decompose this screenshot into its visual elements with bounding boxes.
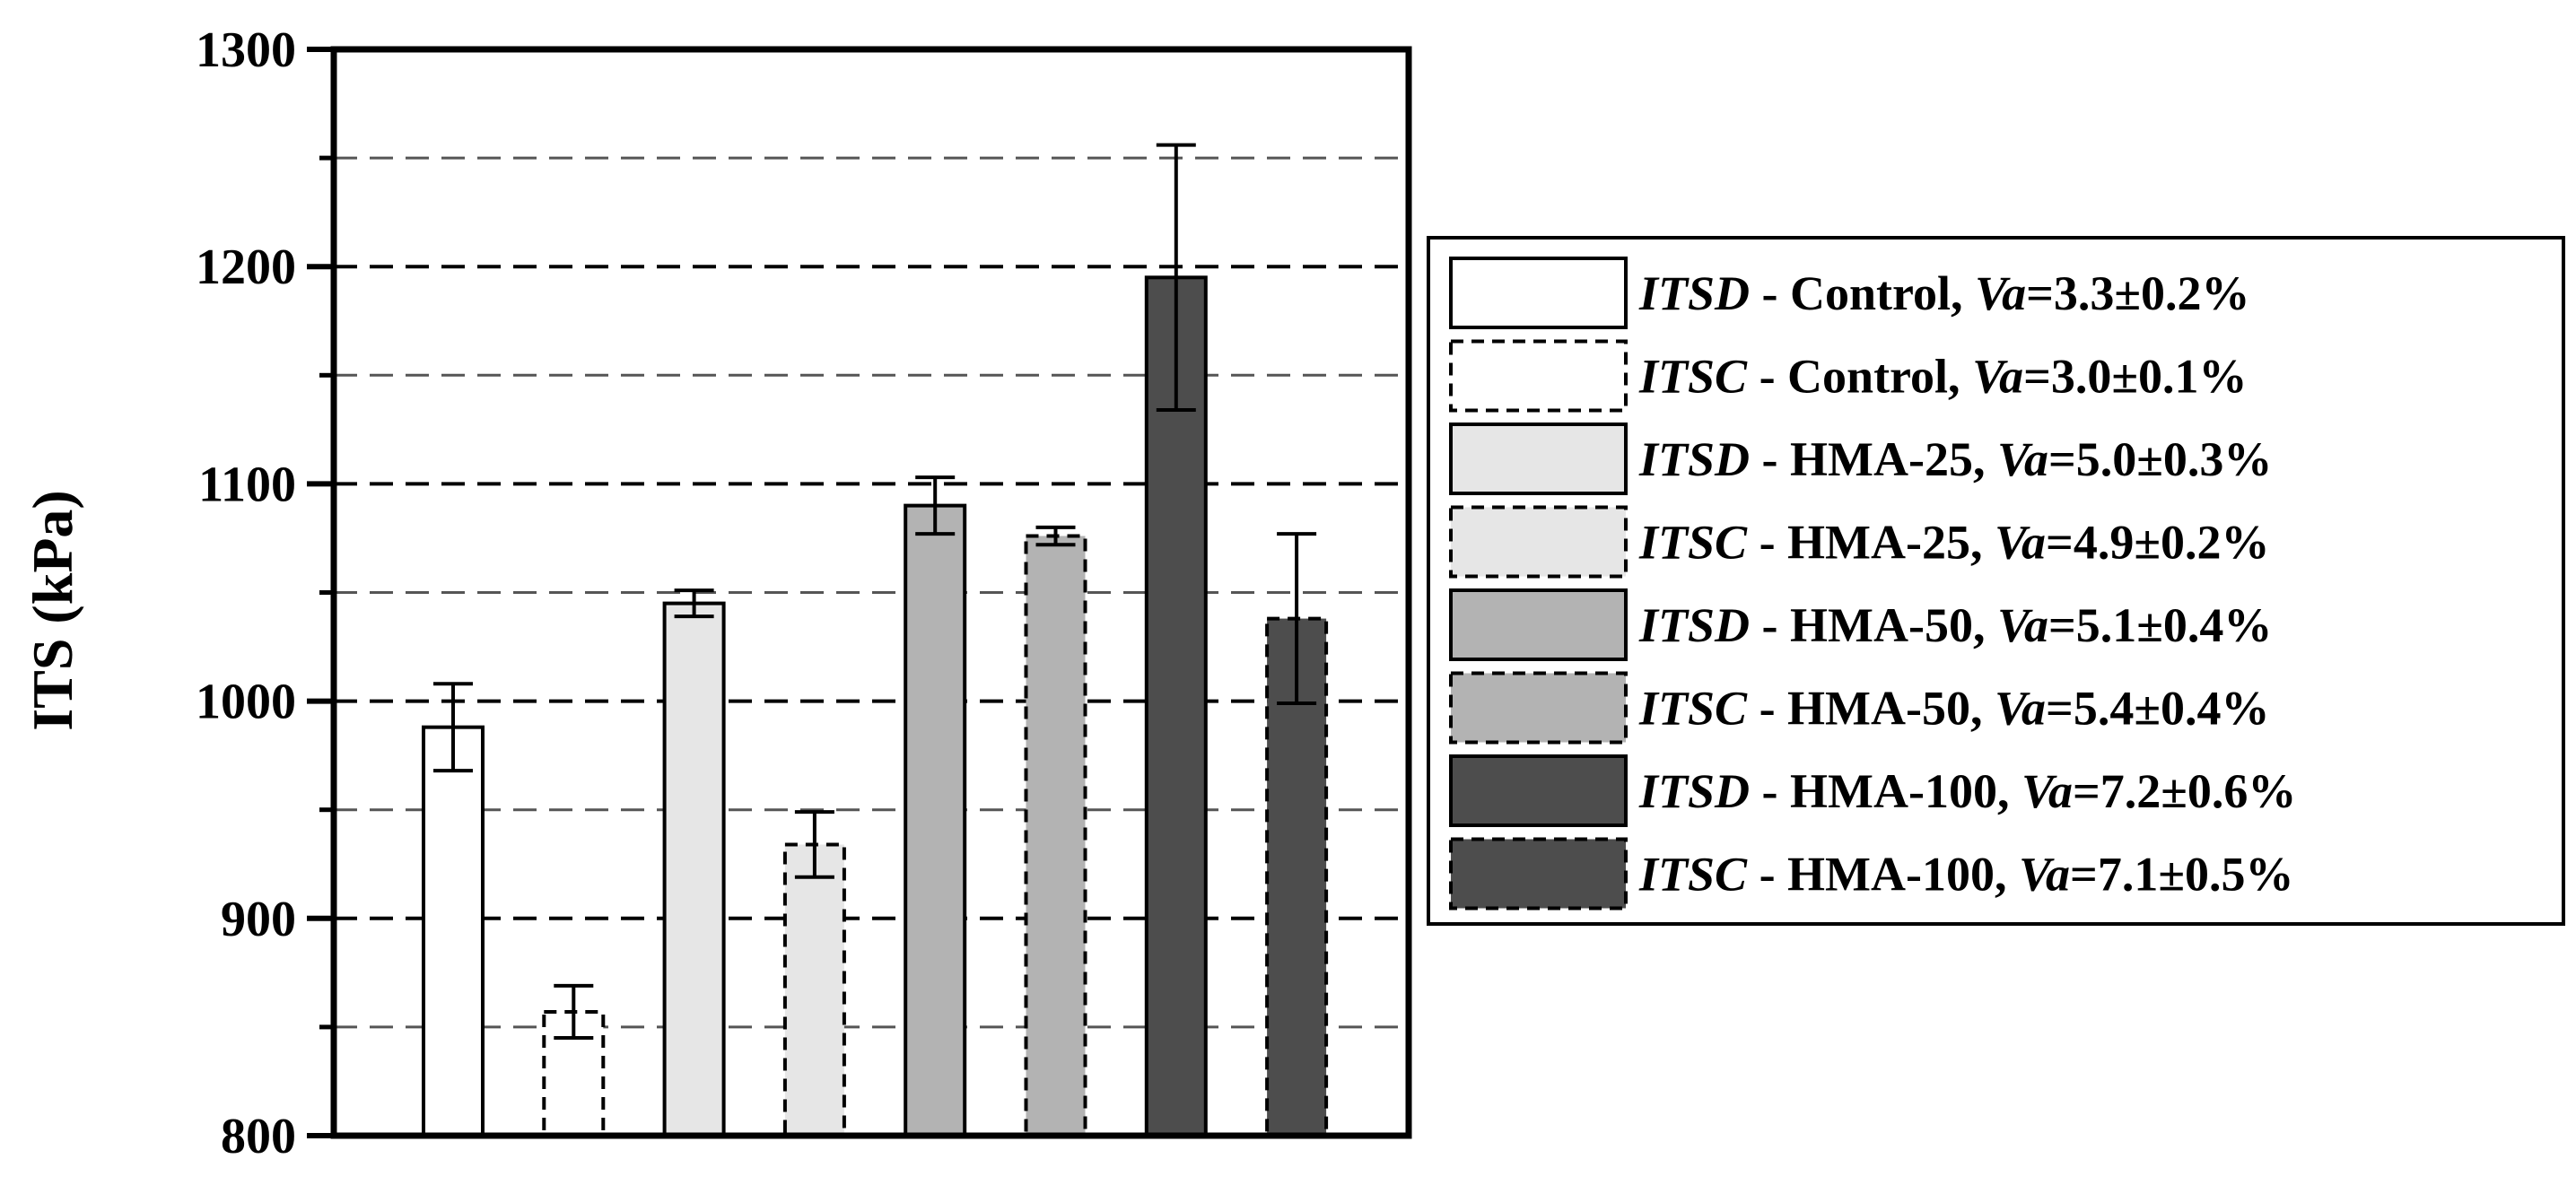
- legend-label-mix: - Control,: [1747, 350, 1972, 404]
- y-tick-label: 900: [221, 892, 296, 947]
- legend-label-mix: - HMA-100,: [1750, 764, 2022, 818]
- bar: [904, 503, 967, 1137]
- legend-label-value: =5.0±0.3%: [2048, 432, 2272, 486]
- bar: [1024, 534, 1087, 1137]
- legend-swatch: [1449, 671, 1628, 745]
- bars: [422, 275, 1329, 1138]
- error-bar: [794, 810, 834, 879]
- legend-swatch: [1449, 339, 1628, 413]
- y-tick-label: 800: [221, 1109, 296, 1164]
- y-tick-label: 1000: [196, 675, 296, 730]
- legend-label-prefix: ITSC: [1638, 350, 1748, 404]
- legend-label-va: Va: [1997, 432, 2048, 486]
- legend-label: ITSD - HMA-25, Va=5.0±0.3%: [1638, 432, 2272, 486]
- legend-label-va: Va: [1995, 516, 2046, 570]
- legend-label-va: Va: [2022, 764, 2073, 818]
- gridlines: [334, 156, 1409, 1029]
- y-axis-ticks: 800 900 1000 1100 1200 1300: [196, 22, 334, 1164]
- legend-label-mix: - HMA-25,: [1750, 432, 1997, 486]
- legend-label-value: =3.3±0.2%: [2026, 266, 2249, 320]
- legend-label-value: =7.1±0.5%: [2070, 848, 2293, 902]
- legend-label-prefix: ITSC: [1638, 682, 1748, 736]
- legend-label: ITSD - HMA-100, Va=7.2±0.6%: [1638, 764, 2296, 818]
- legend-label-value: =5.4±0.4%: [2046, 682, 2269, 736]
- legend-swatch: [1449, 837, 1628, 911]
- bar: [422, 725, 485, 1137]
- legend-label-va: Va: [1975, 266, 2026, 320]
- legend-label-prefix: ITSD: [1638, 764, 1750, 818]
- error-bar: [1277, 532, 1317, 706]
- y-tick-label: 1200: [196, 240, 296, 295]
- legend-label-value: =7.2±0.6%: [2073, 764, 2296, 818]
- error-bar: [554, 983, 594, 1041]
- legend-label: ITSC - Control, Va=3.0±0.1%: [1638, 350, 2248, 404]
- error-bar: [674, 588, 714, 619]
- legend-label-prefix: ITSD: [1638, 266, 1750, 320]
- y-tick-label: 1300: [196, 22, 296, 78]
- error-bar: [433, 682, 473, 773]
- legend-label-mix: - HMA-25,: [1747, 516, 1995, 570]
- y-axis-title: ITS (kPa): [21, 490, 84, 731]
- legend-swatch: [1449, 754, 1628, 827]
- legend-label-va: Va: [2019, 848, 2070, 902]
- legend-label-va: Va: [1995, 682, 2046, 736]
- legend-swatch: [1449, 257, 1628, 329]
- bar: [662, 601, 726, 1137]
- legend-label-mix: - Control,: [1750, 266, 1975, 320]
- legend-label: ITSC - HMA-50, Va=5.4±0.4%: [1638, 682, 2269, 736]
- legend-label: ITSD - HMA-50, Va=5.1±0.4%: [1638, 598, 2272, 652]
- legend: ITSD - Control, Va=3.3±0.2%ITSC - Contro…: [1427, 236, 2565, 926]
- legend-swatch: [1449, 588, 1628, 661]
- legend-label: ITSD - Control, Va=3.3±0.2%: [1638, 266, 2250, 320]
- legend-label-va: Va: [1972, 350, 2023, 404]
- legend-label-va: Va: [1997, 598, 2048, 652]
- legend-label-prefix: ITSD: [1638, 432, 1750, 486]
- legend-swatch: [1449, 423, 1628, 495]
- bar: [782, 842, 846, 1138]
- legend-label-value: =3.0±0.1%: [2023, 350, 2247, 404]
- legend-label-prefix: ITSC: [1638, 848, 1748, 902]
- bar: [1144, 275, 1208, 1137]
- legend-swatch: [1449, 505, 1628, 579]
- legend-label-mix: - HMA-100,: [1747, 848, 2019, 902]
- y-tick-label: 1100: [198, 457, 296, 512]
- legend-label-prefix: ITSC: [1638, 516, 1748, 570]
- legend-label-value: =5.1±0.4%: [2048, 598, 2272, 652]
- error-bar: [1156, 143, 1196, 413]
- legend-label: ITSC - HMA-25, Va=4.9±0.2%: [1638, 516, 2269, 570]
- legend-label-prefix: ITSD: [1638, 598, 1750, 652]
- legend-label: ITSC - HMA-100, Va=7.1±0.5%: [1638, 848, 2293, 902]
- legend-label-mix: - HMA-50,: [1750, 598, 1997, 652]
- error-bar: [1035, 525, 1076, 547]
- error-bars: [433, 143, 1317, 1041]
- error-bar: [915, 475, 956, 536]
- legend-label-mix: - HMA-50,: [1747, 682, 1995, 736]
- legend-label-value: =4.9±0.2%: [2046, 516, 2269, 570]
